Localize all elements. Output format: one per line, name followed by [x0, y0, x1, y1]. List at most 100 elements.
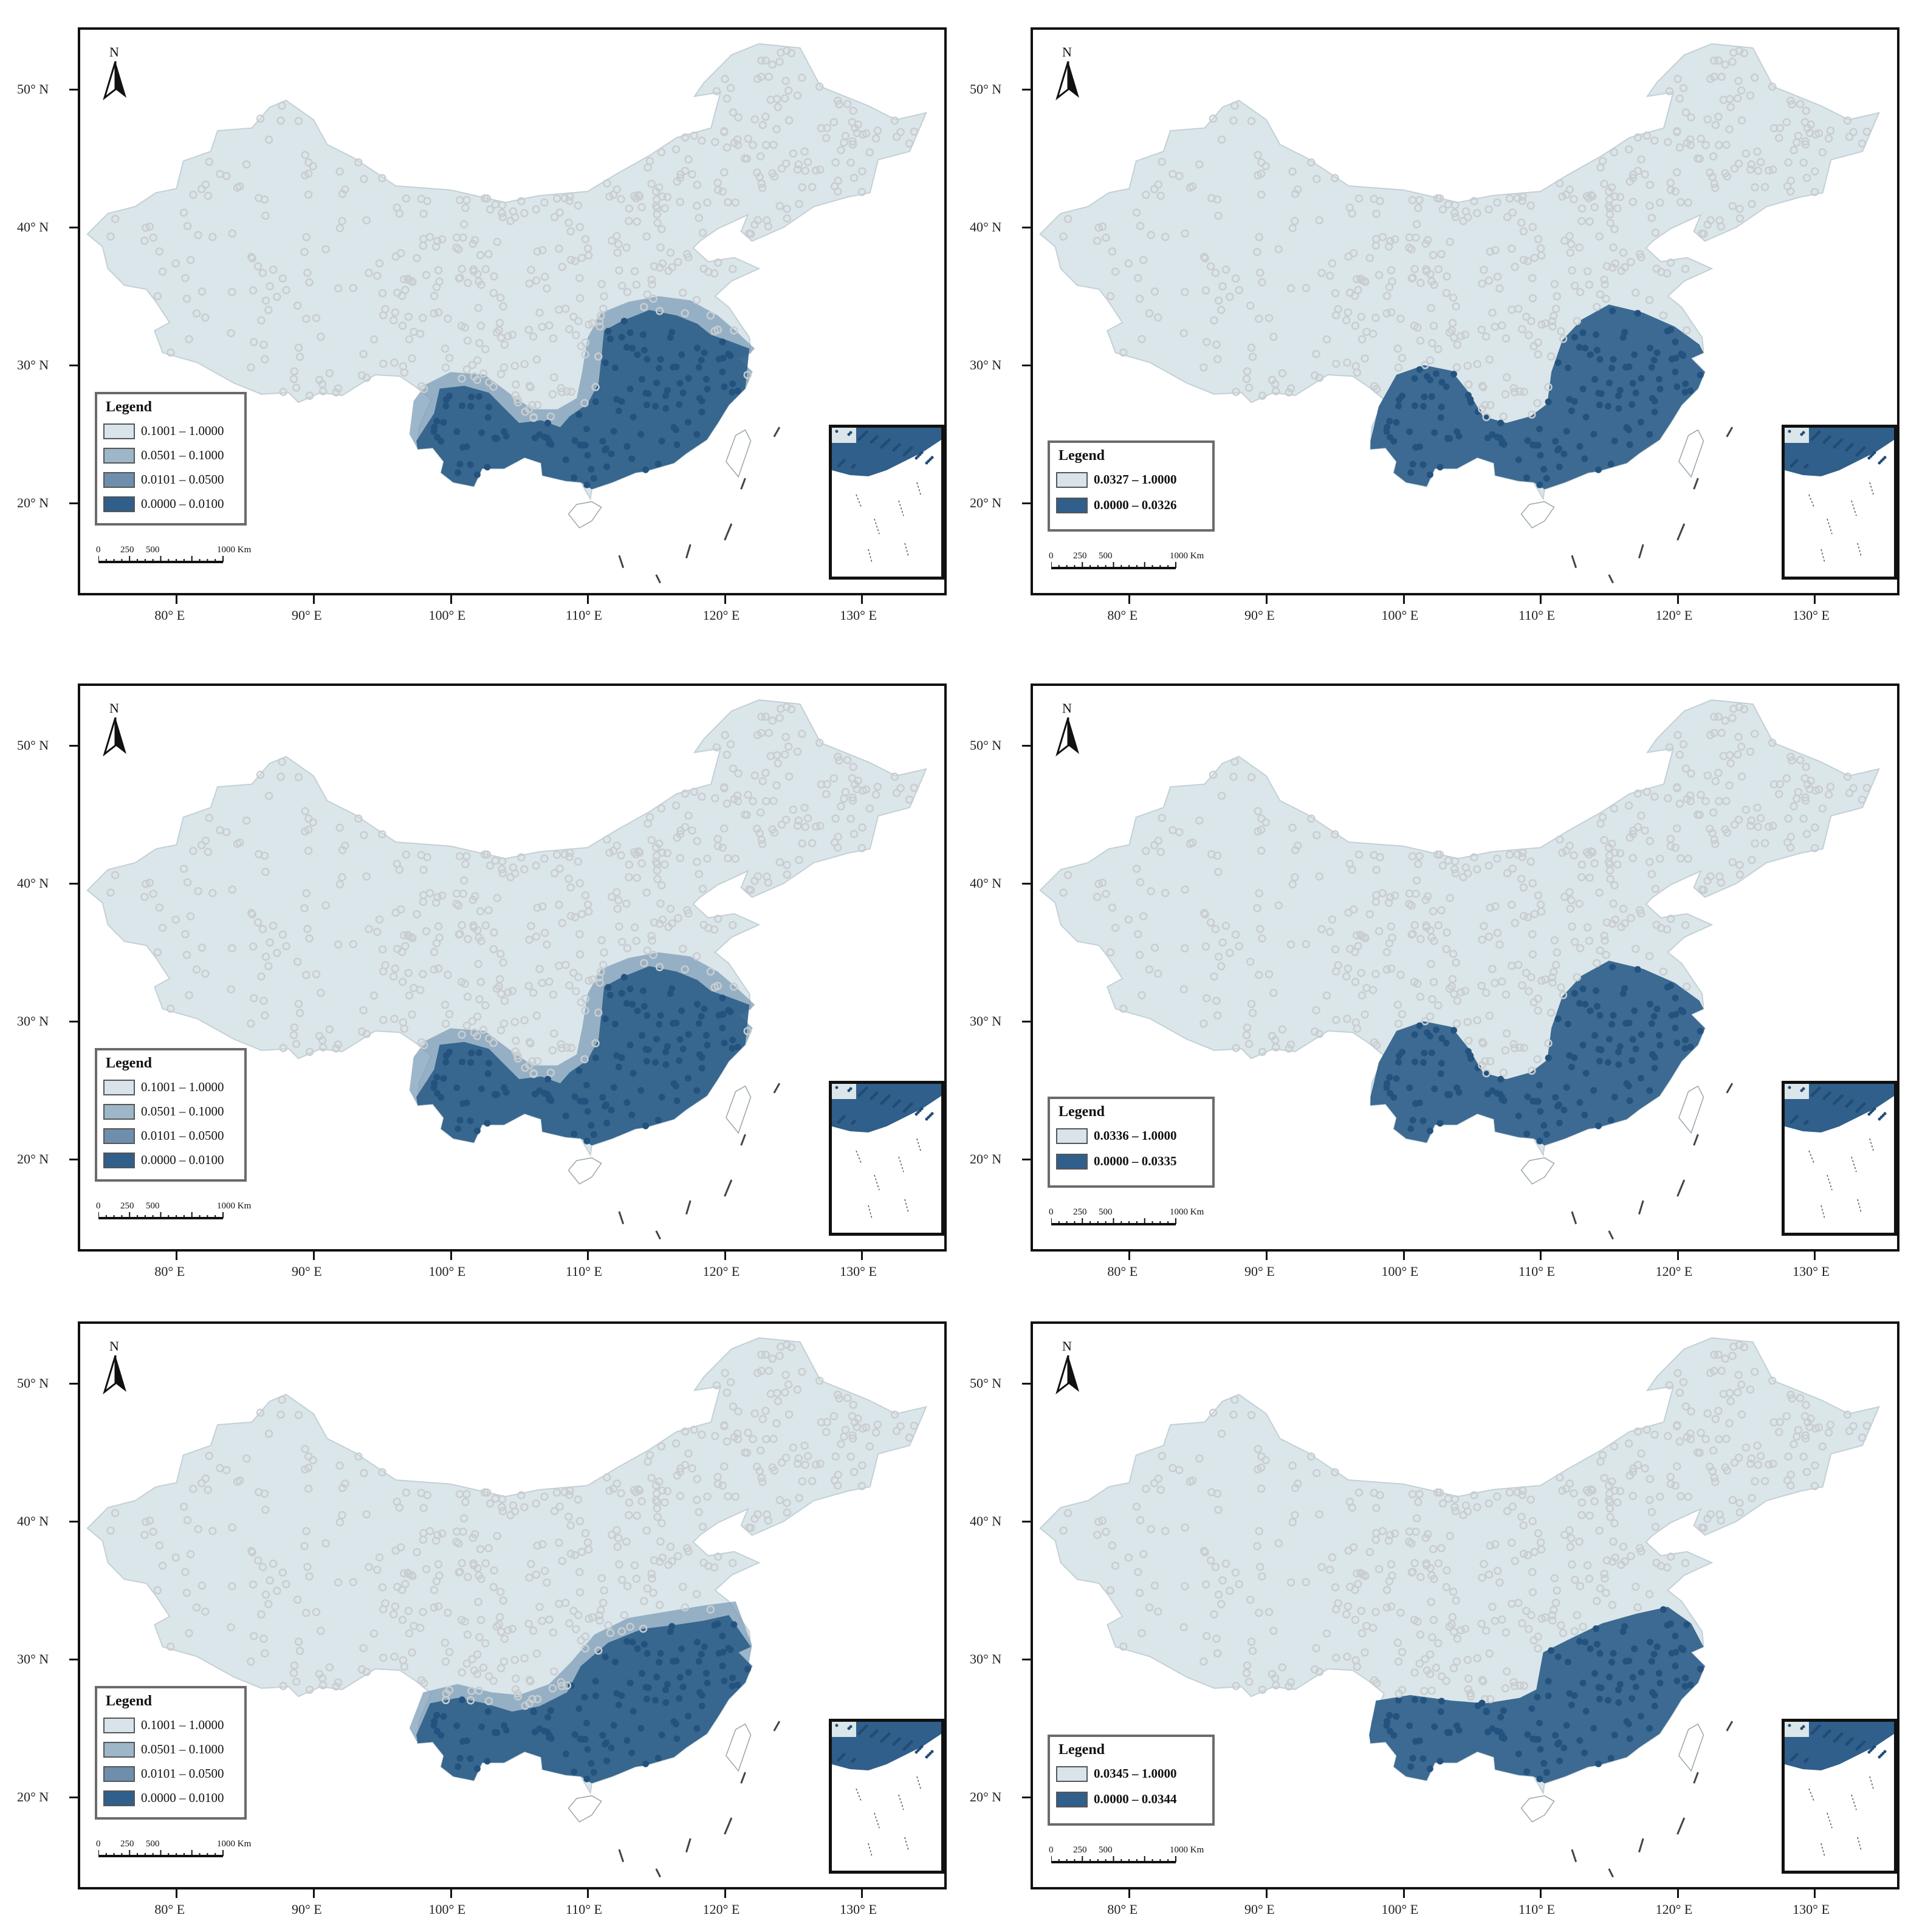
station-marker: [1554, 1653, 1562, 1660]
station-marker: [379, 1015, 388, 1024]
station-marker: [1734, 1388, 1742, 1397]
station-marker: [531, 1091, 538, 1098]
station-marker: [595, 317, 604, 326]
station-marker: [1571, 334, 1578, 341]
station-marker: [1628, 1468, 1638, 1476]
station-marker: [1728, 202, 1737, 210]
station-marker: [837, 146, 845, 154]
station-marker: [645, 1684, 652, 1691]
lat-label: 40° N: [970, 219, 1002, 235]
station-marker: [1354, 850, 1364, 859]
station-marker: [1593, 346, 1601, 354]
station-marker: [703, 854, 712, 863]
legend-swatch: [103, 1766, 135, 1782]
station-marker: [1610, 804, 1619, 813]
station-marker: [1214, 211, 1223, 220]
station-marker: [1502, 373, 1511, 382]
station-marker: [1800, 774, 1810, 783]
station-marker: [459, 233, 467, 242]
station-marker: [1560, 1106, 1568, 1114]
station-marker: [698, 397, 705, 405]
station-marker: [783, 1508, 792, 1517]
station-marker: [698, 1430, 706, 1439]
station-marker: [493, 1532, 501, 1540]
station-marker: [1493, 1566, 1502, 1575]
station-marker: [373, 272, 382, 280]
station-marker: [1154, 313, 1162, 322]
station-marker: [1651, 397, 1658, 405]
station-marker: [1601, 936, 1609, 945]
legend-title: Legend: [1059, 1742, 1105, 1758]
station-marker: [1435, 850, 1444, 859]
station-marker: [1351, 1656, 1361, 1665]
station-marker: [605, 1486, 614, 1495]
station-marker: [185, 1629, 193, 1637]
station-marker: [1548, 317, 1557, 326]
legend-label: 0.0101 – 0.0500: [141, 1128, 224, 1143]
station-marker: [798, 1477, 806, 1486]
station-marker: [201, 969, 210, 978]
station-marker: [823, 779, 831, 789]
station-marker: [1768, 1376, 1777, 1385]
station-marker: [1784, 814, 1793, 823]
station-marker: [649, 950, 657, 959]
station-marker: [1147, 231, 1155, 239]
station-marker: [181, 930, 190, 939]
station-marker: [158, 267, 167, 276]
station-marker: [1568, 1063, 1575, 1070]
station-marker: [623, 287, 632, 296]
station-marker: [1102, 889, 1110, 899]
station-marker: [511, 1685, 520, 1694]
station-marker: [1668, 1012, 1675, 1019]
station-marker: [674, 1552, 682, 1560]
station-marker: [1571, 990, 1578, 997]
station-marker: [250, 338, 258, 346]
station-marker: [1551, 304, 1560, 313]
station-marker: [565, 1619, 574, 1628]
sea-boundary-dash: [740, 1772, 746, 1784]
station-marker: [720, 1462, 729, 1471]
station-marker: [1382, 1603, 1391, 1612]
station-marker: [1667, 326, 1674, 334]
station-marker: [1257, 846, 1266, 855]
station-marker: [1505, 194, 1514, 203]
station-marker: [1626, 1735, 1633, 1742]
station-marker: [1683, 326, 1691, 335]
lon-tick: [1676, 595, 1679, 604]
station-marker: [1624, 145, 1633, 154]
station-marker: [1528, 1567, 1537, 1577]
station-marker: [1501, 334, 1511, 343]
station-marker: [670, 1718, 678, 1725]
station-marker: [495, 318, 504, 327]
station-marker: [1158, 1451, 1167, 1461]
station-marker: [473, 1012, 482, 1021]
station-marker: [1138, 335, 1146, 343]
station-marker: [1410, 921, 1419, 930]
station-marker: [1633, 823, 1642, 831]
station-marker: [398, 1615, 407, 1624]
station-marker: [1395, 1696, 1402, 1704]
station-marker: [1412, 1527, 1420, 1536]
station-marker: [458, 1559, 466, 1567]
station-marker: [1786, 1390, 1795, 1399]
station-marker: [1452, 1657, 1461, 1666]
station-marker: [378, 289, 387, 298]
station-marker: [1255, 970, 1263, 979]
station-marker: [1560, 236, 1569, 245]
station-marker: [849, 173, 859, 182]
significant-region: [1370, 304, 1705, 490]
station-marker: [1697, 134, 1705, 143]
station-marker: [1533, 1055, 1542, 1064]
station-marker: [1650, 357, 1658, 364]
station-marker: [304, 846, 313, 855]
station-marker: [1609, 899, 1618, 908]
station-marker: [603, 1119, 610, 1126]
lat-label: 20° N: [17, 495, 49, 510]
station-marker: [1214, 952, 1223, 961]
station-marker: [1139, 256, 1148, 264]
station-marker: [1628, 197, 1638, 207]
station-marker: [733, 141, 743, 149]
station-marker: [1565, 185, 1574, 194]
station-marker: [710, 925, 719, 934]
station-marker: [743, 371, 752, 379]
